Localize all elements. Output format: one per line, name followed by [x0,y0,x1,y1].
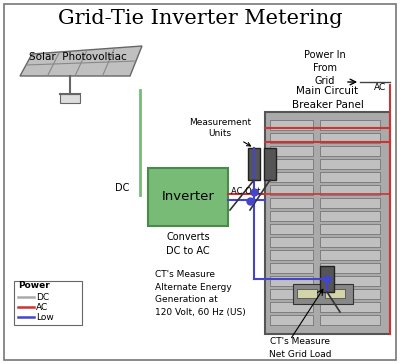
Bar [148,168,228,226]
Text: DC: DC [115,183,129,193]
Bar [320,159,380,169]
Bar [270,211,313,221]
Text: Grid-Tie Inverter Metering: Grid-Tie Inverter Metering [58,8,342,28]
Bar [320,266,334,292]
Bar [265,112,390,334]
Bar [248,148,260,180]
Bar [320,211,380,221]
Bar [325,289,345,298]
Bar [320,146,380,156]
Bar [270,289,313,299]
Bar [270,185,313,195]
Bar [270,237,313,247]
Bar [270,146,313,156]
Bar [60,94,80,103]
Bar [270,302,313,312]
Bar [297,289,317,298]
Text: Measurement
Units: Measurement Units [189,118,251,146]
Text: Main Circuit
Breaker Panel: Main Circuit Breaker Panel [292,86,364,110]
Bar [320,302,380,312]
Text: AC Out: AC Out [231,186,260,195]
Bar [270,172,313,182]
Bar [270,224,313,234]
Text: Power: Power [18,281,50,290]
Text: AC: AC [374,83,386,92]
Text: Solar  Photovoltiac: Solar Photovoltiac [29,52,127,62]
Bar [264,148,276,180]
Bar [270,263,313,273]
Text: Low: Low [36,313,54,321]
Bar [320,133,380,143]
Text: CT's Measure
Net Grid Load: CT's Measure Net Grid Load [269,337,331,359]
Bar [270,198,313,208]
Polygon shape [20,46,142,76]
Bar [320,263,380,273]
Text: Converts
DC to AC: Converts DC to AC [166,232,210,256]
Bar [320,315,380,325]
Text: CT's Measure
Alternate Energy
Generation at
120 Volt, 60 Hz (US): CT's Measure Alternate Energy Generation… [155,270,246,317]
Bar [320,289,380,299]
Bar [270,133,313,143]
Bar [320,237,380,247]
Text: DC: DC [36,293,49,301]
Bar [320,185,380,195]
Text: AC: AC [36,302,48,312]
Bar [270,315,313,325]
Bar [320,276,380,286]
Bar [270,276,313,286]
Bar [320,224,380,234]
Text: Power In
From
Grid: Power In From Grid [304,50,346,86]
Bar [270,250,313,260]
Bar [320,198,380,208]
Bar [14,281,82,325]
Bar [270,120,313,130]
Bar [320,250,380,260]
Bar [320,120,380,130]
Bar [293,284,353,304]
Bar [320,172,380,182]
Bar [270,159,313,169]
Text: Inverter: Inverter [162,190,214,203]
